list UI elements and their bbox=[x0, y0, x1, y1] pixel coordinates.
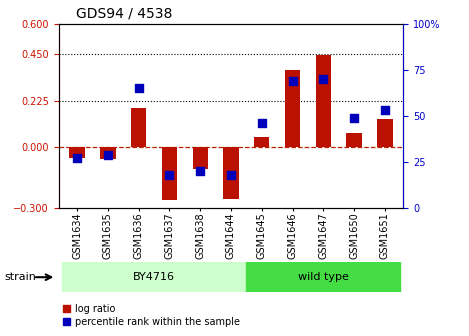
Legend: log ratio, percentile rank within the sample: log ratio, percentile rank within the sa… bbox=[63, 304, 240, 327]
Bar bbox=[254, 137, 270, 147]
Bar bbox=[316, 55, 331, 147]
Text: GDS94 / 4538: GDS94 / 4538 bbox=[76, 7, 172, 21]
Point bbox=[227, 172, 234, 178]
Bar bbox=[69, 147, 85, 158]
Point bbox=[381, 108, 389, 113]
Point bbox=[135, 85, 143, 91]
Bar bbox=[223, 147, 239, 199]
Point bbox=[166, 172, 173, 178]
Text: wild type: wild type bbox=[298, 272, 349, 282]
Text: BY4716: BY4716 bbox=[133, 272, 175, 282]
Bar bbox=[377, 119, 393, 147]
Bar bbox=[131, 108, 146, 147]
Text: strain: strain bbox=[5, 272, 37, 282]
Point bbox=[197, 169, 204, 174]
Point bbox=[73, 156, 81, 161]
Bar bbox=[246, 262, 400, 292]
Bar bbox=[347, 133, 362, 147]
Bar bbox=[62, 262, 246, 292]
Point bbox=[258, 121, 265, 126]
Point bbox=[319, 76, 327, 82]
Point bbox=[104, 152, 112, 157]
Bar bbox=[162, 147, 177, 200]
Bar bbox=[192, 147, 208, 169]
Point bbox=[350, 115, 358, 121]
Bar bbox=[100, 147, 115, 159]
Point bbox=[289, 78, 296, 84]
Bar bbox=[285, 70, 300, 147]
